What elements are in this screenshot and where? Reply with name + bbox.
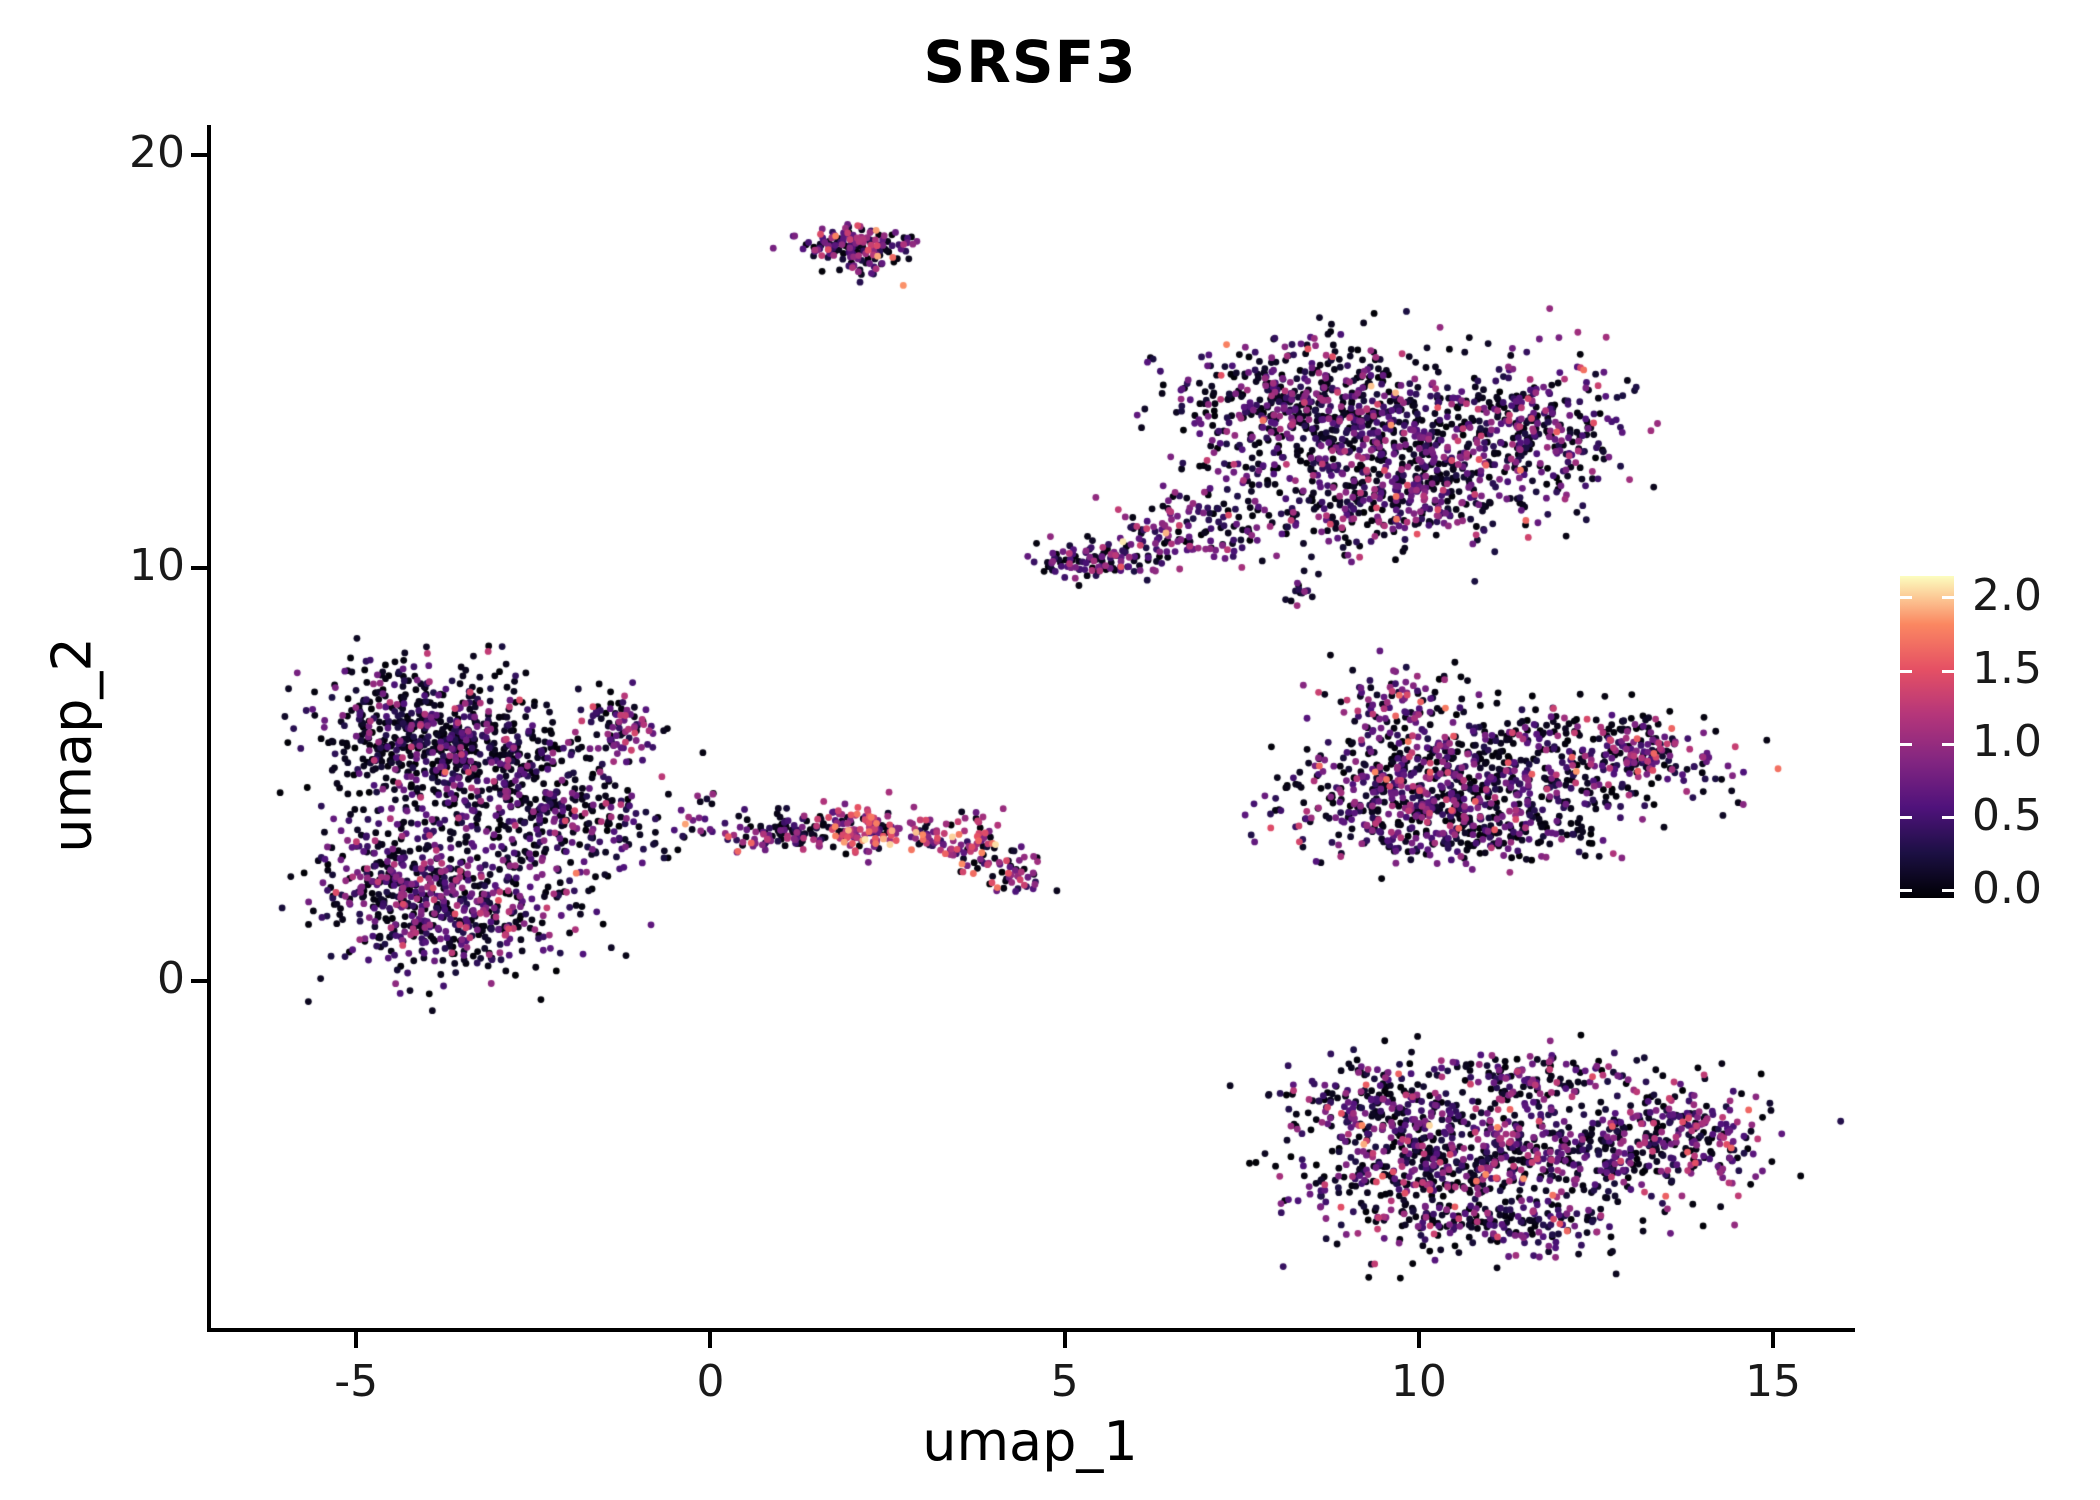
colorbar-tick-label: 1.5 xyxy=(1972,643,2042,695)
chart-title: SRSF3 xyxy=(923,28,1137,96)
y-tick-mark xyxy=(191,566,207,571)
colorbar-tick-label: 0.5 xyxy=(1972,789,2042,841)
x-tick-label: -5 xyxy=(334,1356,379,1407)
x-axis-line xyxy=(207,1328,1855,1332)
colorbar-tick-mark xyxy=(1942,742,1954,746)
colorbar-tick-label: 1.0 xyxy=(1972,716,2042,768)
colorbar-tick-mark xyxy=(1942,889,1954,893)
x-tick-label: 15 xyxy=(1745,1356,1802,1407)
colorbar-tick-mark xyxy=(1942,816,1954,819)
x-tick-mark xyxy=(1062,1332,1067,1348)
x-tick-label: 10 xyxy=(1390,1356,1447,1407)
x-tick-mark xyxy=(354,1332,359,1348)
colorbar-tick-mark xyxy=(1900,669,1912,673)
x-tick-mark xyxy=(708,1332,713,1348)
colorbar-tick-label: 2.0 xyxy=(1972,569,2042,621)
x-tick-mark xyxy=(1771,1332,1776,1348)
y-tick-label: 0 xyxy=(157,953,185,1005)
y-axis-line xyxy=(207,125,211,1332)
y-axis-title: umap_2 xyxy=(40,637,104,853)
y-tick-mark xyxy=(191,979,207,984)
x-tick-label: 5 xyxy=(1050,1356,1079,1407)
umap-scatter-canvas xyxy=(211,128,1851,1328)
x-tick-label: 0 xyxy=(696,1356,725,1407)
colorbar-tick-mark xyxy=(1900,889,1912,893)
colorbar-tick-mark xyxy=(1900,816,1912,819)
x-axis-title: umap_1 xyxy=(922,1410,1138,1473)
x-tick-mark xyxy=(1416,1332,1421,1348)
colorbar-gradient xyxy=(1900,576,1954,898)
colorbar-tick-label: 0.0 xyxy=(1972,862,2042,914)
colorbar-tick-mark xyxy=(1900,742,1912,746)
colorbar-tick-mark xyxy=(1900,596,1912,600)
colorbar-tick-mark xyxy=(1942,596,1954,600)
y-tick-mark xyxy=(191,153,207,158)
colorbar-tick-mark xyxy=(1942,669,1954,673)
y-tick-label: 20 xyxy=(129,127,185,179)
y-tick-label: 10 xyxy=(129,540,185,592)
